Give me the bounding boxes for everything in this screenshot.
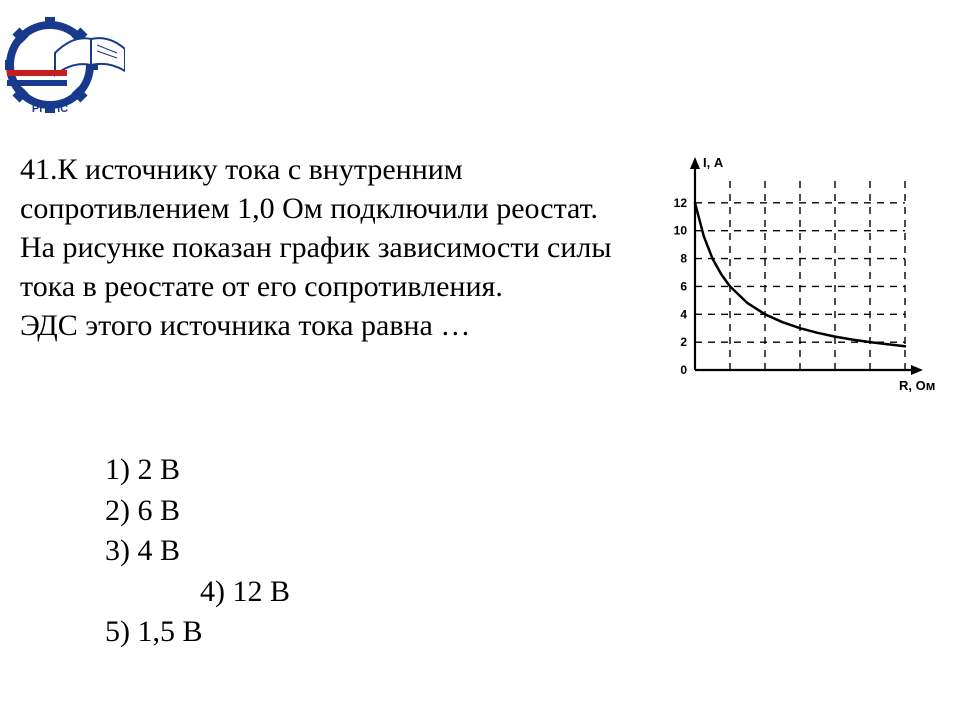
university-logo: РГУПС [5, 10, 125, 120]
answer-2: 2) 6 В [105, 491, 290, 532]
svg-text:6: 6 [680, 279, 687, 293]
q-line5: его сопротивления. [257, 270, 503, 303]
svg-text:8: 8 [680, 252, 687, 266]
question-text: 41.К источнику тока с внутренним сопроти… [20, 150, 640, 345]
svg-text:10: 10 [674, 224, 688, 238]
svg-text:I, А: I, А [703, 155, 724, 170]
answer-5: 5) 1,5 В [105, 612, 290, 653]
q-line1: К источнику тока с внутренним [58, 153, 463, 186]
svg-text:4: 4 [680, 307, 687, 321]
answer-4: 4) 12 В [105, 572, 290, 613]
svg-text:0: 0 [680, 363, 687, 377]
q-line6: ЭДС этого источника тока равна … [20, 309, 470, 342]
answer-3: 3) 4 В [105, 531, 290, 572]
q-line2: сопротивлением 1,0 Ом подключили [20, 192, 489, 225]
question-number: 41. [20, 153, 58, 186]
svg-text:12: 12 [674, 196, 688, 210]
current-vs-resistance-chart: 0 2 4 6 8 10 12 I, А R, Ом [650, 150, 940, 410]
answer-1: 1) 2 В [105, 450, 290, 491]
svg-text:R, Ом: R, Ом [899, 378, 935, 393]
logo-text: РГУПС [32, 103, 68, 115]
svg-text:2: 2 [680, 335, 687, 349]
answer-options: 1) 2 В 2) 6 В 3) 4 В 4) 12 В 5) 1,5 В [105, 450, 290, 653]
page: РГУПС 41.К источнику тока с внутренним с… [0, 0, 960, 720]
